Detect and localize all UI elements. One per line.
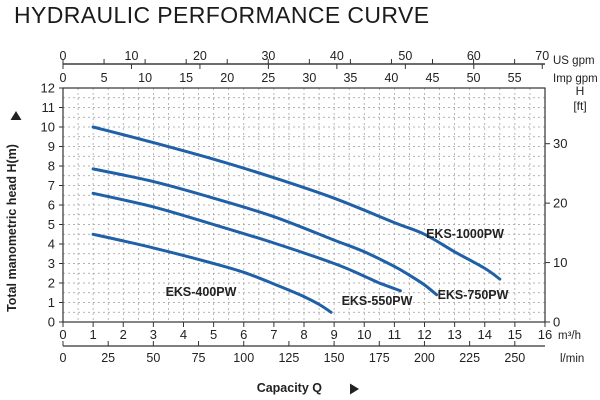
x-imp-tick-label: 10 — [138, 71, 152, 85]
y-tick-label: 0 — [48, 315, 55, 330]
x-tick-label: 4 — [180, 327, 187, 342]
x-imp-tick-label: 15 — [179, 71, 193, 85]
x-us-tick-label: 40 — [330, 49, 344, 63]
x-imp-tick-label: 20 — [220, 71, 234, 85]
y-right-axis-unit: [ft] — [573, 99, 586, 113]
x-us-unit: US gpm — [553, 55, 595, 67]
x-imp-tick-label: 35 — [343, 71, 357, 85]
x-tick-label: 15 — [508, 327, 522, 342]
series-line-eks-400pw — [91, 232, 333, 314]
series-line-eks-750pw — [91, 167, 439, 297]
y-tick-label: 8 — [48, 159, 55, 174]
x-lpm-tick-label: 125 — [278, 351, 299, 365]
x-imp-tick-label: 25 — [261, 71, 275, 85]
series-label-eks-550pw: EKS-550PW — [342, 294, 413, 308]
x-lpm-tick-label: 175 — [369, 351, 390, 365]
x-tick-label: 5 — [210, 327, 217, 342]
x-tick-label: 14 — [478, 327, 492, 342]
y-tick-label: 5 — [48, 217, 55, 232]
y-axis-label: Total manometric head H(m) — [5, 144, 19, 312]
x-lpm-tick-label: 250 — [504, 351, 525, 365]
x-tick-label: 16 — [538, 327, 552, 342]
x-tick-label: 8 — [300, 327, 307, 342]
x-lpm-unit: l/min — [560, 353, 584, 365]
x-imp-tick-label: 40 — [384, 71, 398, 85]
x-imp-tick-label: 30 — [302, 71, 316, 85]
y-right-axis-label: H — [576, 84, 585, 98]
series-label-eks-1000pw: EKS-1000PW — [426, 227, 504, 241]
y-right-tick-label: 30 — [553, 136, 567, 151]
y-tick-label: 3 — [48, 256, 55, 271]
y-right-tick-label: 20 — [553, 196, 567, 211]
x-imp-tick-label: 5 — [101, 71, 108, 85]
y-tick-label: 7 — [48, 178, 55, 193]
x-us-tick-label: 0 — [60, 49, 67, 63]
series-line-eks-550pw — [91, 191, 402, 293]
y-tick-label: 10 — [41, 120, 55, 135]
x-axis-arrow-icon — [350, 383, 359, 395]
y-tick-label: 6 — [48, 198, 55, 213]
x-tick-label: 13 — [447, 327, 461, 342]
x-axis-label: Capacity Q — [257, 381, 323, 395]
series-label-eks-750pw: EKS-750PW — [438, 288, 509, 302]
x-tick-label: 1 — [90, 327, 97, 342]
x-lpm-tick-label: 25 — [101, 351, 115, 365]
x-axis-unit: m³/h — [558, 330, 581, 342]
x-imp-unit: Imp gpm — [553, 73, 598, 85]
x-imp-tick-label: 50 — [467, 71, 481, 85]
x-tick-label: 7 — [270, 327, 277, 342]
x-tick-label: 12 — [417, 327, 431, 342]
x-tick-label: 2 — [120, 327, 127, 342]
x-lpm-tick-label: 50 — [146, 351, 160, 365]
y-tick-label: 1 — [48, 295, 55, 310]
y-right-tick-label: 0 — [553, 315, 560, 330]
x-us-tick-label: 70 — [535, 49, 549, 63]
x-tick-label: 3 — [150, 327, 157, 342]
x-imp-tick-label: 0 — [60, 71, 67, 85]
x-tick-label: 9 — [331, 327, 338, 342]
y-tick-label: 2 — [48, 276, 55, 291]
x-imp-tick-label: 45 — [426, 71, 440, 85]
x-us-tick-label: 10 — [125, 49, 139, 63]
x-lpm-tick-label: 150 — [324, 351, 345, 365]
x-us-tick-label: 60 — [467, 49, 481, 63]
x-lpm-tick-label: 0 — [60, 351, 67, 365]
x-us-tick-label: 20 — [193, 49, 207, 63]
y-right-tick-label: 10 — [553, 255, 567, 270]
y-tick-label: 9 — [48, 139, 55, 154]
x-tick-label: 0 — [59, 327, 66, 342]
y-axis-arrow-icon — [10, 111, 22, 120]
y-tick-label: 11 — [42, 100, 56, 115]
y-tick-label: 12 — [41, 81, 55, 96]
x-tick-label: 10 — [357, 327, 371, 342]
x-tick-label: 11 — [388, 327, 402, 342]
x-lpm-tick-label: 200 — [414, 351, 435, 365]
series-line-eks-1000pw — [91, 125, 502, 281]
x-imp-tick-label: 55 — [508, 71, 522, 85]
x-tick-label: 6 — [240, 327, 247, 342]
series-label-eks-400pw: EKS-400PW — [166, 285, 237, 299]
chart-title: HYDRAULIC PERFORMANCE CURVE — [14, 2, 430, 28]
x-us-tick-label: 50 — [398, 49, 412, 63]
x-us-tick-label: 30 — [261, 49, 275, 63]
x-lpm-tick-label: 225 — [459, 351, 480, 365]
x-lpm-tick-label: 75 — [192, 351, 206, 365]
y-tick-label: 4 — [48, 237, 55, 252]
x-lpm-tick-label: 100 — [233, 351, 254, 365]
